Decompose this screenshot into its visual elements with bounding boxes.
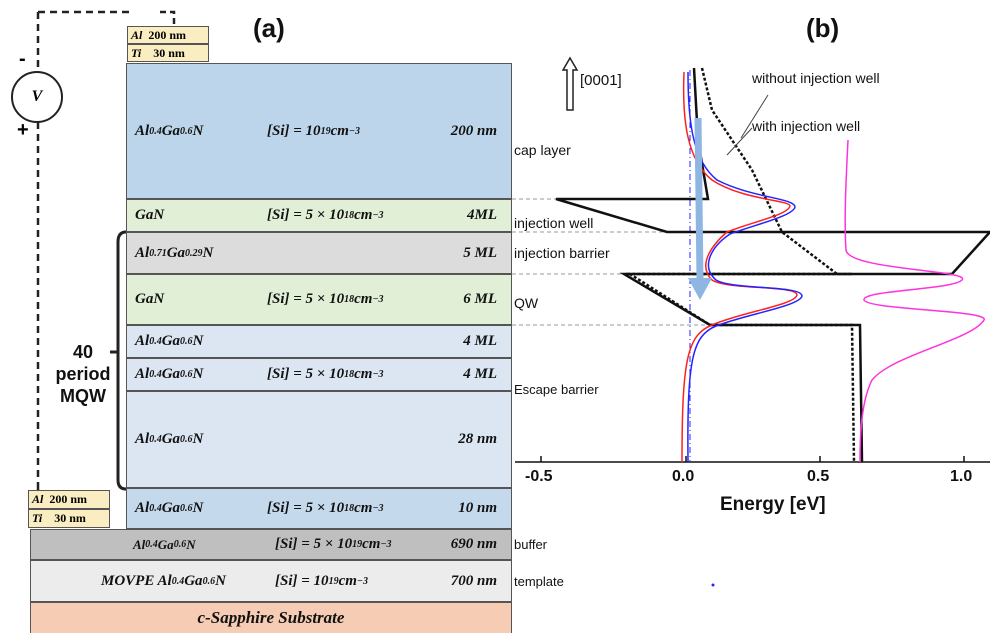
bottom-contact-ti-label: Ti (32, 511, 43, 525)
layer-substrate-name: c-Sapphire Substrate (197, 608, 345, 627)
top-contact-ti: Ti 30 nm (127, 44, 209, 62)
layer-cap-name: Al 0.4 Ga 0.6 N (135, 122, 204, 139)
mqw-line2: MQW (60, 386, 106, 406)
top-contact-ti-thickness: 30 nm (153, 45, 185, 60)
mqw-bracket (110, 230, 127, 491)
growth-direction-arrow (561, 56, 579, 111)
wavefunction-pink (844, 139, 985, 463)
layer-contact-doping: [Si] = 5 × 10 18 cm −3 (267, 500, 384, 516)
label-escape-barrier: Escape barrier (514, 382, 599, 397)
stray-dot (711, 583, 715, 587)
layer-cap-doping: [Si] = 10 19 cm −3 (267, 122, 360, 139)
tick-label-10: 1.0 (950, 468, 973, 485)
x-axis-title: Energy [eV] (720, 494, 826, 515)
layer-buffer-name: Al 0.4 Ga 0.6 N (133, 536, 196, 552)
layer-injection-barrier: Al 0.71 Ga 0.29 N 5 ML (126, 232, 512, 274)
layer-injection-well-doping: [Si] = 5 × 10 18 cm −3 (267, 207, 384, 223)
top-contact-ti-label: Ti (131, 45, 142, 60)
voltmeter-symbol: V (31, 88, 43, 105)
voltmeter-minus: - (19, 48, 26, 70)
voltmeter: V (11, 71, 63, 123)
layer-cap: Al 0.4 Ga 0.6 N [Si] = 10 19 cm −3 200 nm (126, 63, 512, 199)
band-without-well (625, 67, 856, 463)
leader-without (740, 94, 769, 139)
layer-template-thickness: 700 nm (450, 572, 497, 589)
leader-with (726, 127, 753, 156)
tick-label-neg05: -0.5 (525, 468, 553, 485)
mqw-line1: period (55, 364, 111, 384)
layer-escape-1-name: Al 0.4 Ga 0.6 N (135, 333, 204, 349)
layer-escape-2-name: Al 0.4 Ga 0.6 N (135, 366, 204, 382)
label-cap-layer: cap layer (514, 142, 571, 158)
layer-qw-name: GaN (135, 291, 165, 307)
bottom-contact-al-label: Al (32, 492, 44, 506)
mqw-count: 40 (72, 342, 94, 362)
band-diagram-plot (512, 67, 990, 587)
label-injection-barrier: injection barrier (514, 245, 610, 261)
layer-qw-thickness: 6 ML (463, 291, 497, 307)
growth-direction-label: [0001] (580, 72, 622, 89)
layer-escape-3: Al 0.4 Ga 0.6 N 28 nm (126, 391, 512, 488)
layer-escape-2-thickness: 4 ML (463, 366, 497, 382)
layer-injection-well-thickness: 4ML (467, 207, 497, 223)
layer-cap-thickness: 200 nm (450, 122, 497, 139)
layer-template-name: MOVPE Al 0.4 Ga 0.6 N (101, 572, 226, 589)
top-contact-al-thickness: 200 nm (148, 27, 187, 42)
mqw-label: 40 period MQW (52, 341, 114, 407)
layer-buffer-doping: [Si] = 5 × 10 19 cm −3 (275, 536, 392, 552)
layer-buffer-thickness: 690 nm (450, 536, 497, 552)
layer-escape-3-name: Al 0.4 Ga 0.6 N (135, 431, 204, 447)
layer-contact-thickness: 10 nm (458, 500, 497, 516)
layer-injection-barrier-thickness: 5 ML (463, 244, 497, 261)
layer-escape-1-thickness: 4 ML (463, 333, 497, 349)
transition-arrow-shaft (694, 117, 704, 281)
panel-a-label: (a) (253, 13, 285, 43)
label-qw: QW (514, 295, 539, 311)
layer-template: MOVPE Al 0.4 Ga 0.6 N [Si] = 10 19 cm −3 700 n… (30, 560, 512, 602)
layer-template-doping: [Si] = 10 19 cm −3 (275, 572, 368, 589)
layer-substrate: c-Sapphire Substrate (30, 602, 512, 633)
layer-injection-well: GaN [Si] = 5 × 10 18 cm −3 4ML (126, 199, 512, 232)
layer-contact: Al 0.4 Ga 0.6 N [Si] = 5 × 10 18 cm −3 10 nm (126, 488, 512, 529)
bottom-contact-ti-thickness: 30 nm (54, 511, 86, 525)
label-injection-well: injection well (514, 215, 594, 231)
layer-escape-3-thickness: 28 nm (458, 431, 497, 447)
voltmeter-plus: + (17, 119, 29, 141)
bottom-contact-al-thickness: 200 nm (49, 492, 88, 506)
transition-arrow-head (688, 278, 712, 300)
top-contact-al-label: Al (131, 27, 143, 42)
panel-b-label: (b) (806, 13, 840, 43)
layer-contact-name: Al 0.4 Ga 0.6 N (135, 500, 204, 516)
layer-qw: GaN [Si] = 5 × 10 18 cm −3 6 ML (126, 274, 512, 325)
layer-injection-barrier-name: Al 0.71 Ga 0.29 N (135, 244, 214, 261)
top-contact-al: Al 200 nm (127, 26, 209, 44)
layer-escape-2: Al 0.4 Ga 0.6 N [Si] = 5 × 10 18 cm −3 4 ML (126, 358, 512, 391)
bottom-contact-ti: Ti 30 nm (28, 509, 110, 528)
legend-without-injection-well: without injection well (752, 70, 880, 86)
circuit-wire-top (160, 10, 176, 26)
bottom-contact-al: Al 200 nm (28, 490, 110, 509)
layer-injection-well-name: GaN (135, 207, 165, 223)
wavefunction-blue (687, 71, 803, 463)
layer-escape-2-doping: [Si] = 5 × 10 18 cm −3 (267, 366, 384, 382)
layer-buffer: Al 0.4 Ga 0.6 N [Si] = 5 × 10 19 cm −3 690 nm (30, 529, 512, 560)
layer-escape-1: Al 0.4 Ga 0.6 N 4 ML (126, 325, 512, 358)
layer-qw-doping: [Si] = 5 × 10 18 cm −3 (267, 291, 384, 307)
label-buffer: buffer (514, 537, 548, 552)
label-template: template (514, 574, 564, 589)
wavefunction-red (681, 71, 798, 463)
tick-label-00: 0.0 (672, 468, 695, 485)
legend-with-injection-well: with injection well (752, 118, 861, 134)
tick-label-05: 0.5 (807, 468, 830, 485)
